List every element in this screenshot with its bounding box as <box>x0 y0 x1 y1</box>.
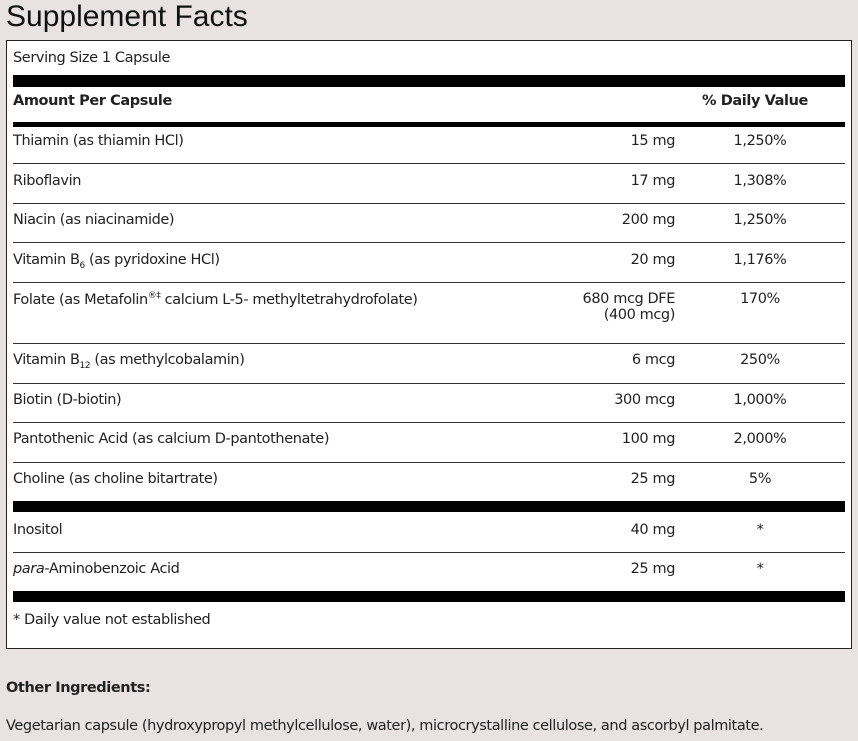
daily-value: 250% <box>740 352 780 368</box>
header-amount: Amount Per Capsule <box>13 93 172 109</box>
other-ingredients-label: Other Ingredients: <box>6 680 151 696</box>
divider <box>13 242 845 243</box>
daily-value: 1,308% <box>733 173 787 189</box>
amount: 25 mg <box>630 561 676 577</box>
amount: 25 mg <box>630 471 676 487</box>
daily-value: 1,250% <box>733 133 787 149</box>
daily-value: 1,250% <box>733 212 787 228</box>
daily-value: 1,176% <box>733 252 787 268</box>
nutrient-name: Choline (as choline bitartrate) <box>13 471 218 487</box>
daily-value: 5% <box>748 471 772 487</box>
divider <box>13 343 845 344</box>
serving-size-text: Serving Size 1 Capsule <box>13 50 171 66</box>
divider <box>13 203 845 204</box>
amount: 200 mg <box>621 212 676 228</box>
divider <box>13 282 845 283</box>
other-ingredients-text: Vegetarian capsule (hydroxypropyl methyl… <box>6 718 764 734</box>
nutrient-name: Vitamin B6 (as pyridoxine HCl) <box>13 252 220 271</box>
table-row: Riboflavin 17 mg 1,308% <box>13 173 845 189</box>
table-row: Vitamin B6 (as pyridoxine HCl) 20 mg 1,176… <box>13 252 845 271</box>
nutrient-name: Pantothenic Acid (as calcium D-pantothen… <box>13 431 330 447</box>
table-row: Biotin (D-biotin) 300 mcg 1,000% <box>13 392 845 408</box>
amount: 17 mg <box>630 173 676 189</box>
nutrient-name: Thiamin (as thiamin HCl) <box>13 133 184 149</box>
daily-value: * <box>756 522 764 538</box>
table-row: Folate (as Metafolin®‡ calcium L-5- meth… <box>13 291 845 323</box>
amount: 15 mg <box>630 133 676 149</box>
amount: 300 mcg <box>614 392 675 408</box>
divider <box>13 552 845 553</box>
daily-value: 2,000% <box>733 431 787 447</box>
divider-thick <box>13 591 845 602</box>
serving-size: Serving Size 1 Capsule <box>13 50 845 66</box>
divider-thick <box>13 501 845 512</box>
divider-thick <box>13 75 845 87</box>
table-header: Amount Per Capsule % Daily Value <box>13 93 845 109</box>
header-dv: % Daily Value <box>702 93 808 109</box>
table-row: Pantothenic Acid (as calcium D-pantothen… <box>13 431 845 447</box>
amount: 680 mcg DFE (400 mcg) <box>582 291 676 323</box>
amount: 100 mg <box>621 431 676 447</box>
nutrient-name: para-Aminobenzoic Acid <box>13 561 180 577</box>
footnote-text: * Daily value not established <box>13 612 211 628</box>
nutrient-name: Folate (as Metafolin®‡ calcium L-5- meth… <box>13 291 418 308</box>
nutrient-name: Riboflavin <box>13 173 81 189</box>
divider <box>13 422 845 423</box>
nutrient-name: Biotin (D-biotin) <box>13 392 122 408</box>
amount: 40 mg <box>630 522 676 538</box>
table-row: Thiamin (as thiamin HCl) 15 mg 1,250% <box>13 133 845 149</box>
divider <box>13 163 845 164</box>
divider <box>13 383 845 384</box>
nutrient-name: Niacin (as niacinamide) <box>13 212 175 228</box>
supplement-facts-panel: Serving Size 1 Capsule Amount Per Capsul… <box>6 40 852 649</box>
amount: 20 mg <box>630 252 676 268</box>
daily-value: * <box>756 561 764 577</box>
divider-thick <box>13 122 845 127</box>
table-row: para-Aminobenzoic Acid 25 mg * <box>13 561 845 577</box>
amount: 6 mcg <box>631 352 676 368</box>
footnote: * Daily value not established <box>13 612 845 628</box>
nutrient-name: Inositol <box>13 522 63 538</box>
table-row: Niacin (as niacinamide) 200 mg 1,250% <box>13 212 845 228</box>
table-row: Choline (as choline bitartrate) 25 mg 5% <box>13 471 845 487</box>
table-row: Inositol 40 mg * <box>13 522 845 538</box>
divider <box>13 462 845 463</box>
nutrient-name: Vitamin B12 (as methylcobalamin) <box>13 352 245 371</box>
page-title: Supplement Facts <box>6 0 248 33</box>
table-row: Vitamin B12 (as methylcobalamin) 6 mcg 250… <box>13 352 845 371</box>
daily-value: 1,000% <box>733 392 787 408</box>
daily-value: 170% <box>740 291 780 307</box>
